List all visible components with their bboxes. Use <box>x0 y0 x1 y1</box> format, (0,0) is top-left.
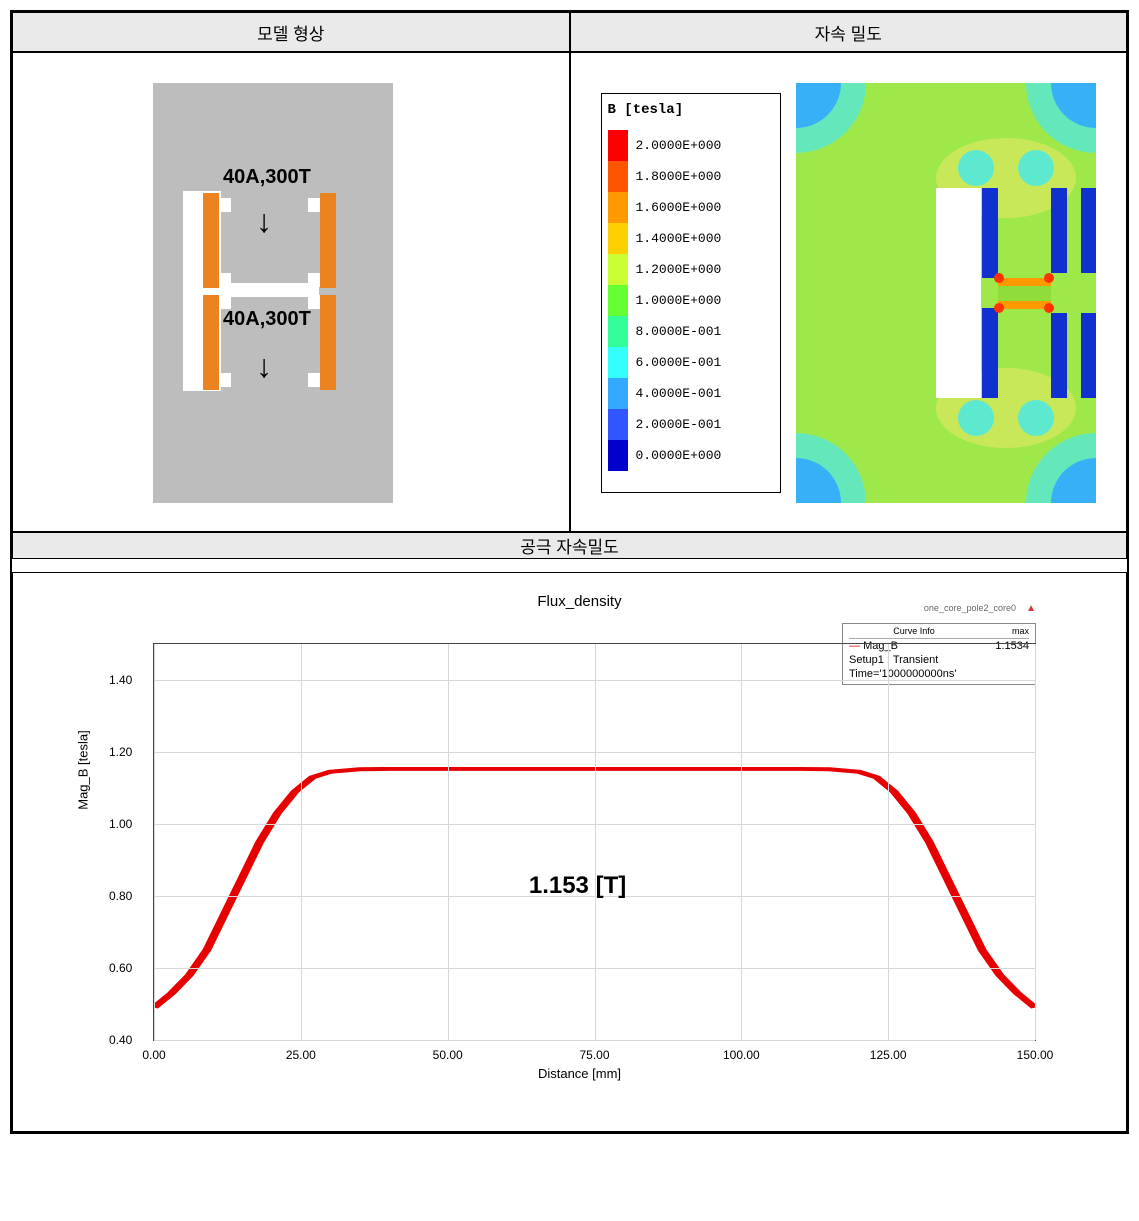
legend-item: 2.0000E+000 <box>608 130 774 161</box>
legend-item: 1.8000E+000 <box>608 161 774 192</box>
x-tick: 75.00 <box>579 1048 609 1062</box>
y-tick: 0.80 <box>109 889 132 903</box>
coil-lower-left <box>203 295 219 390</box>
coil-upper-left <box>203 193 219 288</box>
y-tick: 0.60 <box>109 961 132 975</box>
legend-item: 8.0000E-001 <box>608 316 774 347</box>
legend-item: 1.0000E+000 <box>608 285 774 316</box>
legend-item: 2.0000E-001 <box>608 409 774 440</box>
x-tick: 125.00 <box>870 1048 907 1062</box>
legend-item: 1.6000E+000 <box>608 192 774 223</box>
coil-label-lower: 40A,300T <box>223 308 311 331</box>
arrow-down-icon: ↓ <box>256 203 272 240</box>
plot-area: 0.0025.0050.0075.00100.00125.00150.000.4… <box>153 643 1036 1041</box>
x-tick: 100.00 <box>723 1048 760 1062</box>
y-tick: 1.40 <box>109 673 132 687</box>
x-tick: 50.00 <box>433 1048 463 1062</box>
model-cell: 40A,300T ↓ 40A,300T ↓ <box>12 52 570 532</box>
x-tick: 0.00 <box>142 1048 165 1062</box>
flux-cell: B [tesla] 2.0000E+0001.8000E+0001.6000E+… <box>570 52 1128 532</box>
x-tick: 25.00 <box>286 1048 316 1062</box>
legend-item: 1.2000E+000 <box>608 254 774 285</box>
header-airgap: 공극 자속밀도 <box>12 532 1127 559</box>
triangle-icon: ▲ <box>1026 603 1036 614</box>
chart-cell: Flux_density one_core_pole2_core0 ▲ Curv… <box>12 572 1127 1132</box>
contour-plot <box>796 83 1096 503</box>
y-tick: 1.00 <box>109 817 132 831</box>
coil-lower-right <box>320 295 336 390</box>
legend-item: 1.4000E+000 <box>608 223 774 254</box>
legend: B [tesla] 2.0000E+0001.8000E+0001.6000E+… <box>601 93 781 493</box>
legend-item: 0.0000E+000 <box>608 440 774 471</box>
header-flux: 자속 밀도 <box>570 12 1128 52</box>
header-model: 모델 형상 <box>12 12 570 52</box>
chart-meta: one_core_pole2_core0 <box>924 603 1016 613</box>
x-axis-label: Distance [mm] <box>538 1066 621 1081</box>
legend-item: 4.0000E-001 <box>608 378 774 409</box>
x-tick: 150.00 <box>1017 1048 1054 1062</box>
legend-item: 6.0000E-001 <box>608 347 774 378</box>
legend-title: B [tesla] <box>608 102 774 118</box>
coil-upper-right <box>320 193 336 288</box>
figure-table: 모델 형상 자속 밀도 40A,300T ↓ 40A,300T ↓ B [tes… <box>10 10 1129 1134</box>
arrow-down-icon: ↓ <box>256 348 272 385</box>
coil-label-upper: 40A,300T <box>223 166 311 189</box>
y-tick: 1.20 <box>109 745 132 759</box>
peak-value-label: 1.153 [T] <box>529 872 626 900</box>
y-tick: 0.40 <box>109 1033 132 1047</box>
y-axis-label: Mag_B [tesla] <box>76 730 91 810</box>
